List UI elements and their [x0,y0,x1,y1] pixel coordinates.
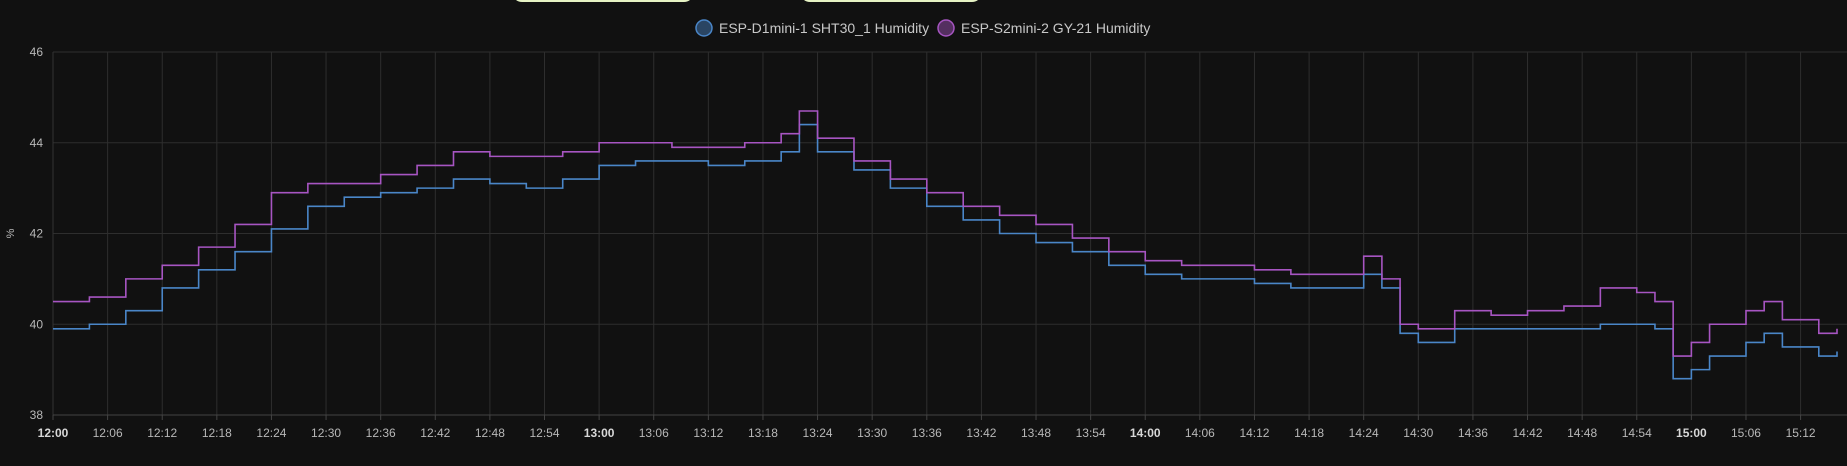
x-tick-label: 14:12 [1239,426,1269,440]
legend-label: ESP-D1mini-1 SHT30_1 Humidity [719,20,929,36]
x-tick-label: 12:54 [529,426,559,440]
x-tick-label: 14:06 [1185,426,1215,440]
y-tick-label: 40 [30,317,44,331]
x-tick-label: 14:48 [1567,426,1597,440]
x-tick-label: 15:06 [1731,426,1761,440]
x-tick-label: 14:00 [1130,426,1161,440]
x-tick-label: 12:12 [147,426,177,440]
x-tick-label: 12:42 [420,426,450,440]
legend-item-2[interactable]: ESP-S2mini-2 GY-21 Humidity [937,19,1150,37]
x-tick-label: 13:36 [912,426,942,440]
y-axis: 38 40 42 44 46 [30,45,54,422]
x-tick-label: 12:30 [311,426,341,440]
series-lines [53,110,1838,380]
x-tick-label: 12:48 [475,426,505,440]
legend[interactable]: ESP-D1mini-1 SHT30_1 Humidity ESP-S2mini-… [695,19,1150,37]
grid [52,51,1847,416]
x-tick-label: 13:24 [803,426,833,440]
x-tick-label: 12:36 [366,426,396,440]
x-tick-label: 13:00 [584,426,615,440]
x-tick-label: 14:42 [1513,426,1543,440]
legend-label: ESP-S2mini-2 GY-21 Humidity [961,20,1150,36]
x-axis: 12:00 12:06 12:12 12:18 12:24 12:30 12:36 12:42… [38,414,1847,440]
legend-item-1[interactable]: ESP-D1mini-1 SHT30_1 Humidity [695,19,929,37]
x-tick-label: 13:30 [857,426,887,440]
series-line-2 [53,110,1838,357]
series-line-1 [53,123,1838,380]
y-axis-unit-label: % [5,228,17,238]
x-tick-label: 12:24 [256,426,286,440]
y-tick-label: 44 [30,136,44,150]
x-tick-label: 13:06 [639,426,669,440]
x-tick-label: 12:00 [38,426,69,440]
legend-swatch [695,19,713,37]
x-tick-label: 13:48 [1021,426,1051,440]
x-tick-label: 13:42 [966,426,996,440]
y-tick-label: 46 [30,45,44,59]
x-tick-label: 14:54 [1622,426,1652,440]
x-tick-label: 14:36 [1458,426,1488,440]
x-tick-label: 15:00 [1676,426,1707,440]
x-tick-label: 14:18 [1294,426,1324,440]
x-tick-label: 13:12 [693,426,723,440]
x-tick-label: 14:24 [1349,426,1379,440]
legend-swatch [937,19,955,37]
x-tick-label: 13:54 [1076,426,1106,440]
x-tick-label: 12:06 [93,426,123,440]
x-tick-label: 15:12 [1786,426,1816,440]
x-tick-label: 13:18 [748,426,778,440]
y-tick-label: 42 [30,227,44,241]
x-tick-label: 14:30 [1403,426,1433,440]
x-tick-label: 12:18 [202,426,232,440]
y-tick-label: 38 [30,408,44,422]
